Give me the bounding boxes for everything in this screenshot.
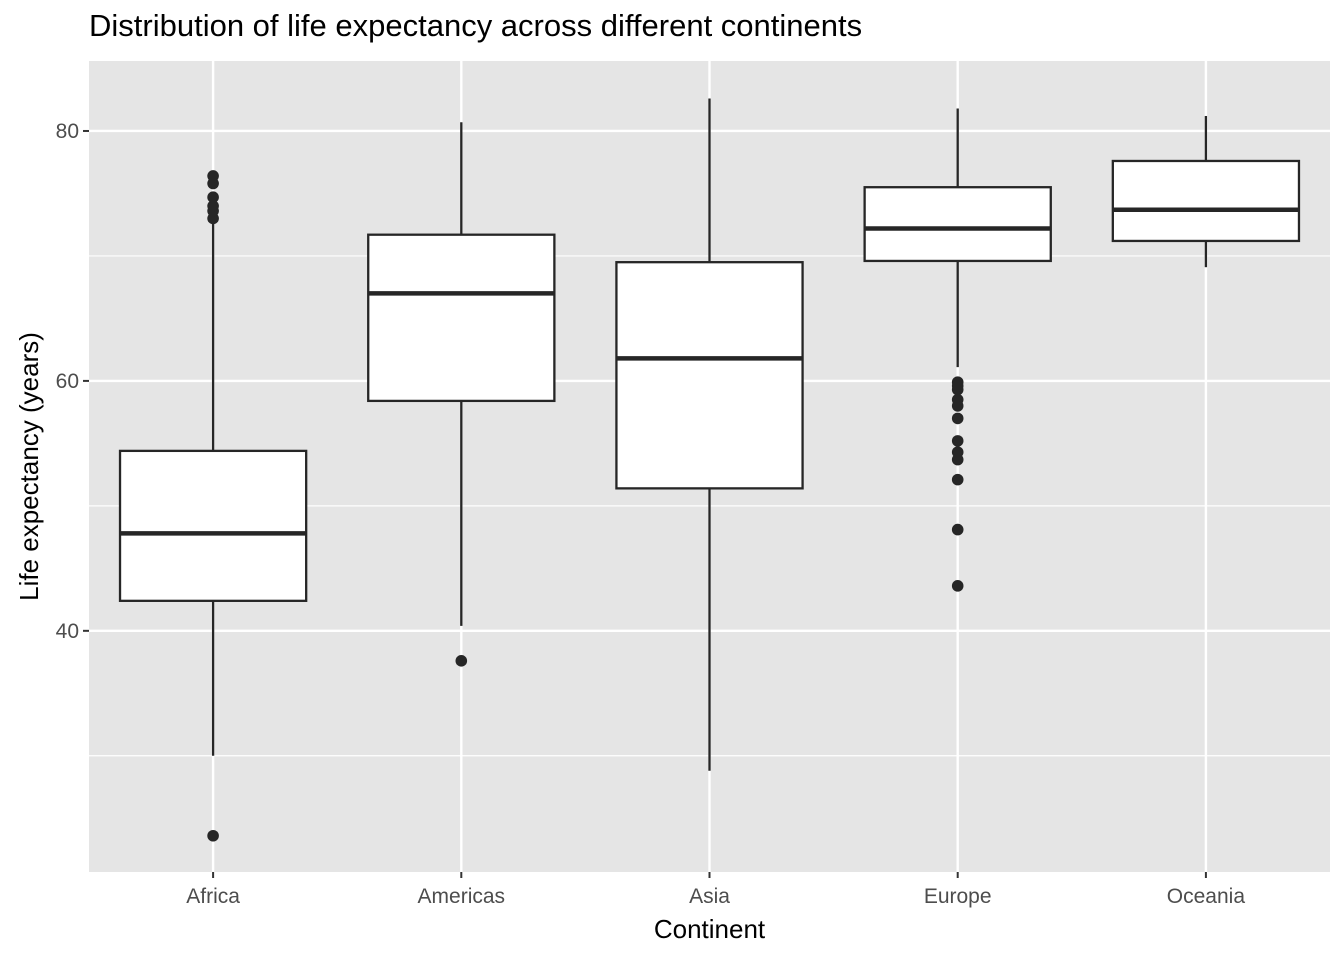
outlier-point bbox=[951, 435, 964, 447]
outlier-point bbox=[951, 412, 964, 425]
outlier-point bbox=[207, 170, 219, 182]
outlier-point bbox=[951, 523, 964, 536]
x-axis-title: Continent bbox=[654, 914, 766, 944]
boxplot-asia bbox=[615, 98, 804, 771]
x-tick-label: Africa bbox=[186, 885, 240, 908]
x-tick-label: Asia bbox=[689, 885, 730, 908]
boxplot-americas bbox=[367, 122, 556, 667]
iqr-box bbox=[118, 449, 308, 602]
y-tick-label: 80 bbox=[56, 120, 79, 143]
iqr-box bbox=[367, 233, 556, 403]
chart-title: Distribution of life expectancy across d… bbox=[89, 8, 863, 43]
y-axis: 40 60 80 bbox=[56, 120, 89, 643]
outlier-point bbox=[951, 473, 964, 486]
y-tick-label: 40 bbox=[56, 620, 79, 643]
x-tick-label: Europe bbox=[924, 885, 992, 908]
outlier-point bbox=[455, 655, 468, 667]
outlier-point bbox=[951, 376, 964, 388]
outlier-point bbox=[207, 191, 219, 204]
iqr-box bbox=[615, 261, 804, 490]
outlier-point bbox=[207, 829, 219, 842]
iqr-box bbox=[1111, 159, 1301, 243]
outlier-point bbox=[951, 580, 964, 592]
outlier-point bbox=[951, 393, 964, 406]
y-tick-label: 60 bbox=[56, 370, 79, 393]
x-tick-label: Oceania bbox=[1167, 885, 1246, 908]
x-tick-label: Americas bbox=[418, 885, 506, 908]
iqr-box bbox=[863, 186, 1052, 263]
boxplot-oceania bbox=[1111, 115, 1301, 268]
x-axis: Africa Americas Asia Europe Oceania bbox=[186, 872, 1245, 908]
boxplot-africa bbox=[118, 170, 308, 842]
y-axis-title: Life expectancy (years) bbox=[14, 332, 44, 601]
outlier-point bbox=[951, 446, 964, 458]
outlier-point bbox=[207, 200, 219, 212]
boxplot-europe bbox=[863, 108, 1052, 592]
boxplots bbox=[118, 98, 1301, 842]
